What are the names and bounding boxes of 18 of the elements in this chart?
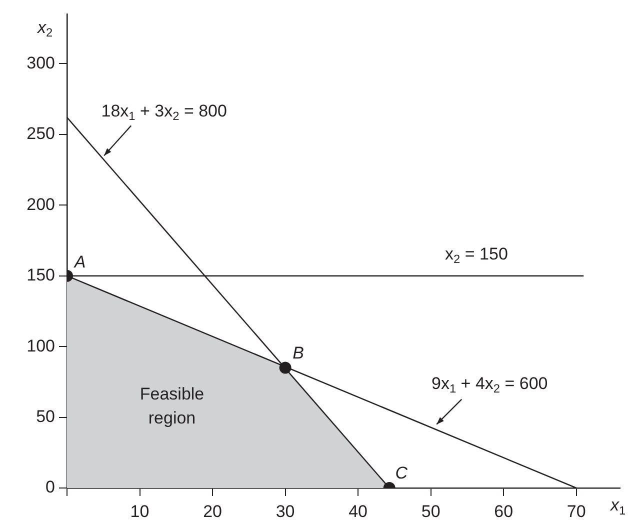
- x-tick-label: 20: [203, 502, 222, 521]
- y-tick-label: 50: [36, 406, 55, 426]
- y-tick-label: 150: [26, 266, 55, 285]
- annotation: Feasible region: [140, 384, 204, 428]
- y-tick-label: 300: [26, 53, 55, 72]
- y-tick-label: 0: [46, 478, 55, 497]
- y-tick-label: 100: [26, 336, 55, 356]
- y-tick-label: 200: [26, 194, 55, 214]
- x-tick-label: 70: [566, 502, 586, 521]
- x-tick-label: 40: [348, 502, 368, 521]
- annotation: C: [395, 464, 408, 483]
- annotation: A: [73, 252, 86, 272]
- x-tick-label: 30: [276, 502, 295, 521]
- x-tick-label: 10: [130, 502, 150, 521]
- x-tick-label: 50: [421, 502, 440, 521]
- y-tick-label: 250: [26, 124, 55, 144]
- x-tick-label: 60: [494, 502, 514, 521]
- annotation: B: [292, 344, 304, 363]
